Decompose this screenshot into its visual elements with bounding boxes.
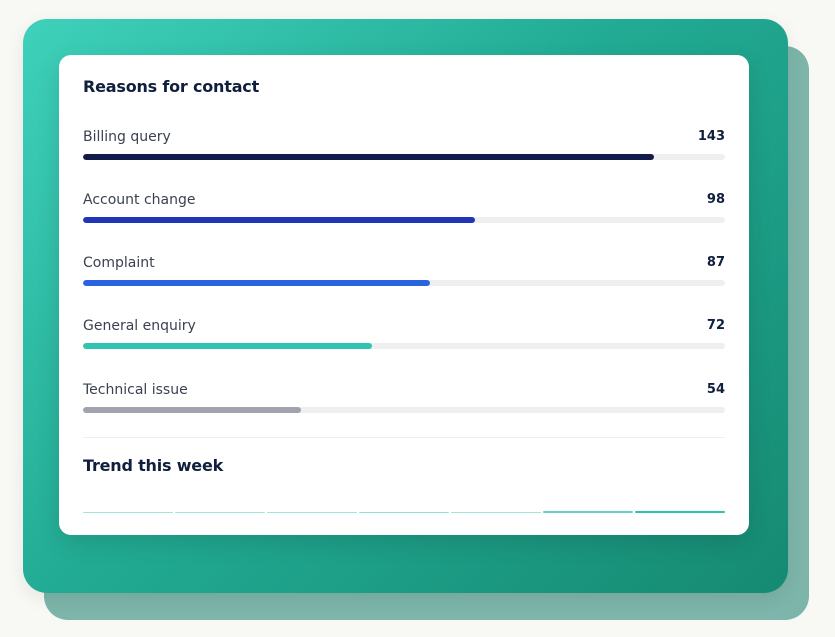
bar-row: Technical issue 54 — [83, 382, 725, 422]
trend-segment — [359, 512, 449, 513]
bar-value: 72 — [706, 318, 725, 333]
card-title: Reasons for contact — [83, 77, 260, 96]
bar-label: Billing query — [83, 129, 171, 145]
bar-value: 98 — [706, 192, 725, 207]
bar-row: General enquiry 72 — [83, 318, 725, 358]
bar-track — [83, 407, 725, 413]
bar-fill — [83, 154, 654, 160]
bar-value: 143 — [697, 129, 725, 144]
trend-strip — [83, 510, 725, 514]
bar-value: 54 — [706, 382, 725, 397]
bar-row: Billing query 143 — [83, 129, 725, 169]
bar-fill — [83, 217, 475, 223]
trend-segment — [451, 512, 541, 513]
bar-label: Technical issue — [83, 382, 188, 398]
bar-track — [83, 343, 725, 349]
bar-fill — [83, 280, 430, 286]
bar-value: 87 — [706, 255, 725, 270]
bar-fill — [83, 407, 301, 413]
trend-segment — [267, 512, 357, 513]
bar-track — [83, 217, 725, 223]
bar-fill — [83, 343, 372, 349]
trend-title: Trend this week — [83, 456, 224, 475]
bar-label: Complaint — [83, 255, 155, 271]
trend-segment — [175, 512, 265, 513]
trend-segment — [83, 512, 173, 513]
trend-segment — [543, 511, 633, 513]
bar-row: Account change 98 — [83, 192, 725, 232]
divider — [83, 437, 725, 438]
bar-track — [83, 280, 725, 286]
bar-row: Complaint 87 — [83, 255, 725, 295]
bar-label: General enquiry — [83, 318, 196, 334]
bar-track — [83, 154, 725, 160]
reasons-card: Reasons for contact Billing query 143 Acco… — [59, 55, 749, 535]
bar-label: Account change — [83, 192, 196, 208]
trend-segment — [635, 511, 725, 513]
